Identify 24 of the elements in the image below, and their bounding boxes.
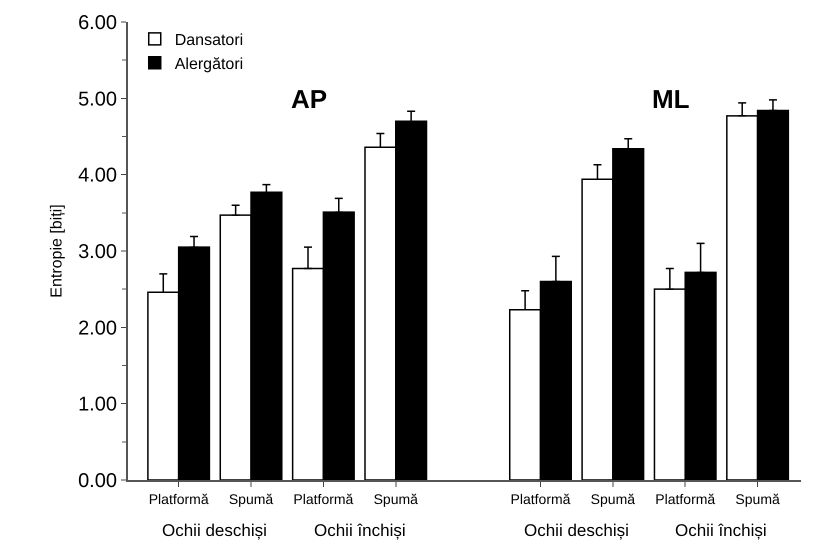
text: Ochii închiși — [314, 521, 406, 540]
y-tick-label: 0.00 — [78, 470, 117, 492]
legend-label: Dansatori — [174, 32, 244, 50]
y-tick-label: 3.00 — [78, 241, 117, 263]
text: Ochii închiși — [675, 521, 767, 540]
x-tick-label: Platformă — [510, 490, 571, 507]
y-axis-title: Entropie [biți] — [48, 204, 66, 298]
annotation: AP — [291, 84, 328, 114]
x-tick-label: Spumă — [228, 490, 274, 507]
legend-label: Alergători — [174, 56, 244, 73]
y-tick-label: 5.00 — [78, 88, 117, 110]
text: Ochii deschiși — [524, 521, 629, 540]
text: Ochii deschiși — [162, 521, 267, 540]
x-tick-label: Spumă — [590, 490, 636, 507]
y-tick-label: 1.00 — [78, 394, 117, 416]
x-tick-label: Platformă — [148, 490, 209, 507]
x-tick-label: Platformă — [655, 490, 716, 507]
x-tick-label: Spumă — [374, 490, 418, 507]
y-tick-label: 4.00 — [78, 164, 117, 187]
y-tick-label: 2.00 — [78, 317, 117, 340]
annotation: ML — [652, 84, 690, 114]
x-tick-label: Platformă — [293, 490, 354, 507]
y-tick-label: 6.00 — [78, 12, 117, 34]
x-tick-label: Spumă — [735, 490, 780, 507]
